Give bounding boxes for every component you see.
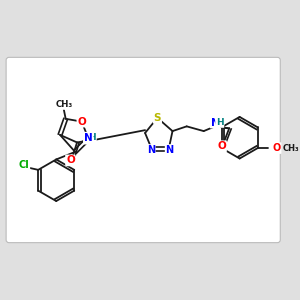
Text: H: H	[88, 133, 96, 142]
Text: N: N	[147, 145, 155, 155]
Text: O: O	[66, 155, 75, 165]
Text: CH₃: CH₃	[55, 100, 72, 109]
Text: O: O	[77, 117, 86, 127]
Text: N: N	[84, 134, 93, 144]
Text: N: N	[211, 118, 219, 128]
Text: S: S	[154, 113, 161, 123]
Text: N: N	[166, 145, 174, 155]
Text: O: O	[272, 143, 281, 153]
Text: N: N	[84, 133, 93, 143]
Text: H: H	[216, 118, 224, 127]
Text: O: O	[217, 141, 226, 151]
Text: Cl: Cl	[19, 160, 29, 170]
Text: CH₃: CH₃	[282, 144, 299, 153]
FancyBboxPatch shape	[6, 57, 280, 243]
